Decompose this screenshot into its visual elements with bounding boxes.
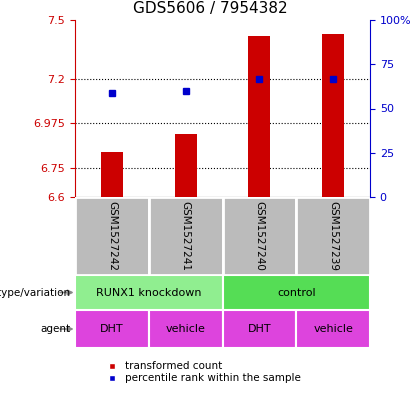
Bar	[296, 197, 370, 275]
Bar	[75, 310, 149, 348]
Text: vehicle: vehicle	[165, 324, 205, 334]
Bar	[223, 310, 296, 348]
Text: genotype/variation: genotype/variation	[0, 288, 71, 298]
Text: DHT: DHT	[100, 324, 123, 334]
Bar	[322, 34, 344, 197]
Bar	[248, 36, 270, 197]
Text: DHT: DHT	[247, 324, 271, 334]
Text: GSM1527241: GSM1527241	[181, 201, 191, 271]
Text: agent: agent	[41, 324, 71, 334]
Bar	[296, 310, 370, 348]
Text: GSM1527239: GSM1527239	[328, 201, 338, 271]
Bar	[223, 197, 296, 275]
Bar	[175, 134, 197, 197]
Text: RUNX1 knockdown: RUNX1 knockdown	[96, 288, 202, 298]
Bar	[223, 275, 370, 310]
Text: GSM1527242: GSM1527242	[107, 201, 117, 271]
Bar	[149, 310, 223, 348]
Legend: transformed count, percentile rank within the sample: transformed count, percentile rank withi…	[101, 361, 301, 383]
Text: GDS5606 / 7954382: GDS5606 / 7954382	[133, 1, 287, 16]
Text: vehicle: vehicle	[313, 324, 353, 334]
Text: control: control	[277, 288, 315, 298]
Bar	[149, 197, 223, 275]
Bar	[101, 152, 123, 197]
Bar	[75, 197, 149, 275]
Text: GSM1527240: GSM1527240	[255, 201, 264, 271]
Bar	[75, 275, 223, 310]
